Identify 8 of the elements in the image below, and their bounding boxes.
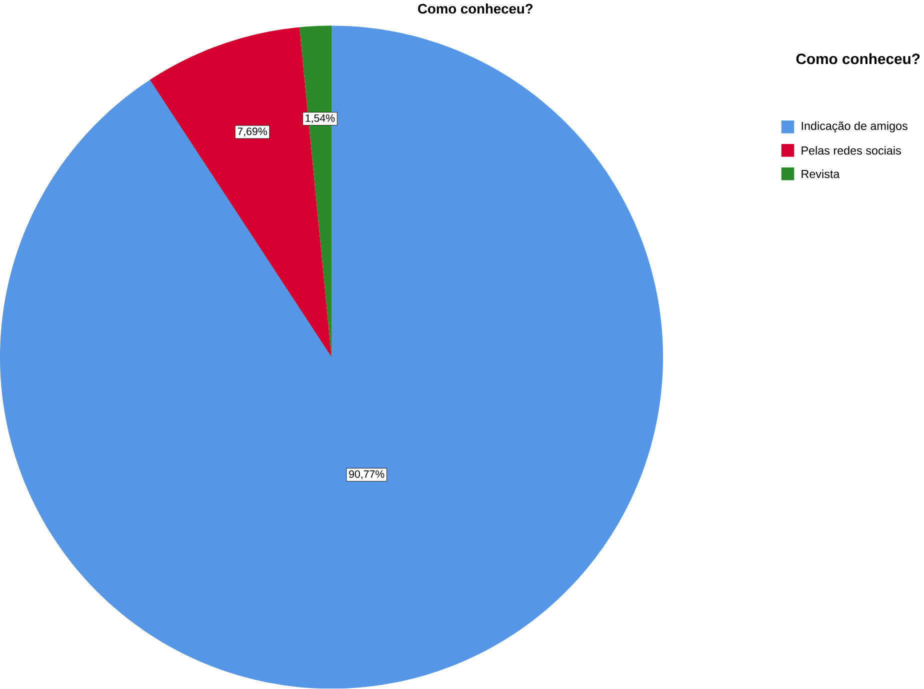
- legend-label: Pelas redes sociais: [802, 146, 901, 155]
- data-label: 7,69%: [238, 128, 267, 137]
- data-label: 90,77%: [349, 470, 384, 480]
- legend-title: Como conheceu?: [796, 53, 920, 64]
- legend-label: Revista: [802, 170, 840, 178]
- legend-label: Indicação de amigos: [802, 122, 908, 133]
- chart-title: Como conheceu?: [418, 4, 533, 14]
- data-label: 1,54%: [306, 114, 335, 124]
